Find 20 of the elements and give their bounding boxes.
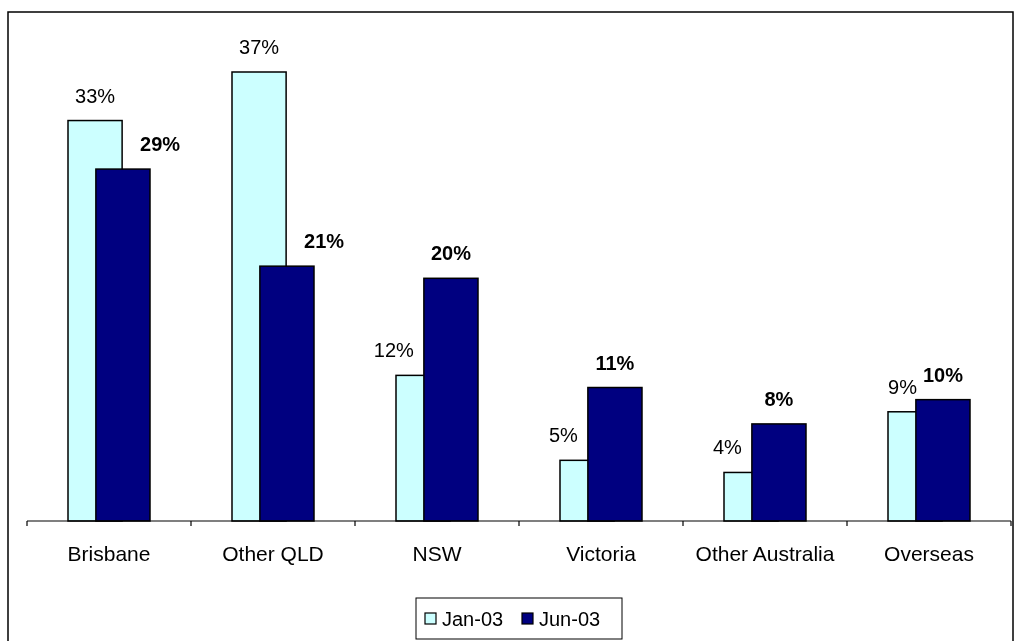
x-tick-label: Brisbane <box>67 542 151 565</box>
legend-label: Jun-03 <box>539 608 601 630</box>
data-label: 5% <box>548 424 579 447</box>
x-tick-label: Other Australia <box>695 542 835 565</box>
x-tick-label: Overseas <box>884 542 974 565</box>
data-label: 4% <box>712 436 743 459</box>
data-label: 11% <box>595 351 635 374</box>
data-label: 12% <box>373 339 415 362</box>
data-label: 10% <box>922 363 964 386</box>
x-tick-label: NSW <box>412 542 462 565</box>
legend-label: Jan-03 <box>442 608 504 630</box>
data-label: 8% <box>764 387 794 410</box>
data-label: 37% <box>239 36 280 58</box>
data-label: 20% <box>430 242 472 265</box>
x-tick-label: Other QLD <box>222 542 324 565</box>
data-label: 9% <box>888 375 918 398</box>
data-label: 29% <box>140 133 181 156</box>
x-tick-label: Victoria <box>566 542 637 565</box>
data-label: 33% <box>75 84 116 107</box>
data-label: 21% <box>304 230 345 253</box>
